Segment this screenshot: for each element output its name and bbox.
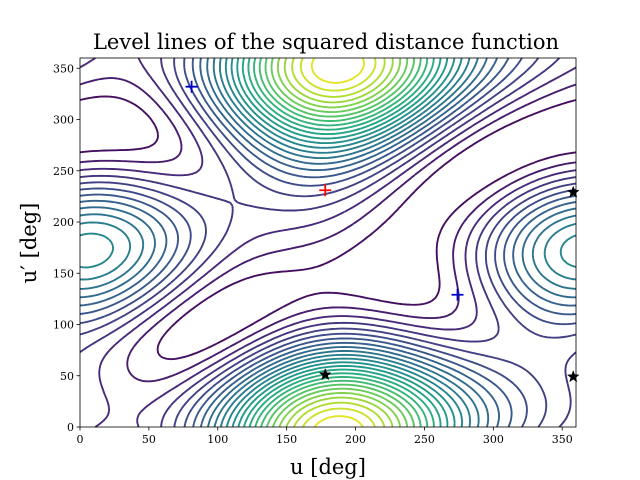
x-axis: 0 50 100 150 200 250 300 350: [77, 427, 573, 446]
level-line: [79, 57, 577, 428]
level-line: [258, 57, 422, 428]
level-line: [236, 57, 449, 428]
minimum-star-marker: [566, 185, 580, 198]
x-tick-label: 0: [77, 433, 84, 446]
level-line: [241, 57, 442, 428]
x-axis-label: u [deg]: [290, 455, 366, 479]
level-line: [253, 57, 429, 428]
saddle-plus-marker: [185, 80, 198, 93]
level-line: [79, 57, 577, 428]
y-tick-label: 350: [53, 62, 74, 75]
x-tick-label: 300: [483, 433, 504, 446]
level-line: [283, 57, 394, 428]
x-tick-label: 150: [276, 433, 297, 446]
level-line: [276, 57, 402, 428]
x-tick-label: 200: [345, 433, 366, 446]
y-axis-label: u′ [deg]: [17, 203, 41, 284]
y-tick-label: 200: [53, 216, 74, 229]
y-tick-label: 150: [53, 267, 74, 280]
x-tick-label: 50: [142, 433, 156, 446]
saddle-plus-marker: [451, 288, 464, 301]
y-tick-label: 0: [67, 421, 74, 434]
level-line: [79, 57, 577, 428]
level-line: [79, 57, 577, 428]
x-tick-label: 100: [207, 433, 228, 446]
level-line: [79, 57, 577, 428]
y-tick-label: 50: [60, 370, 74, 383]
level-line: [79, 57, 577, 428]
plot-frame: [79, 57, 577, 428]
level-line: [230, 57, 456, 428]
level-line: [79, 77, 577, 383]
level-line: [79, 95, 577, 361]
marker-set: [185, 80, 580, 383]
minimum-star-marker: [566, 370, 580, 383]
level-line: [310, 57, 366, 428]
y-tick-label: 300: [53, 114, 74, 127]
level-line: [270, 57, 409, 428]
contour-set: [79, 57, 577, 428]
y-tick-label: 100: [53, 319, 74, 332]
level-line: [291, 57, 386, 428]
level-line: [79, 57, 577, 428]
level-line: [79, 57, 577, 428]
level-line: [264, 57, 415, 428]
x-tick-label: 350: [552, 433, 573, 446]
level-line: [79, 57, 577, 428]
y-tick-label: 250: [53, 165, 74, 178]
maximum-plus-marker: [319, 184, 332, 197]
y-axis: 0 50 100 150 200 250 300 350: [53, 62, 80, 434]
minimum-star-marker: [318, 368, 332, 381]
level-line: [247, 57, 435, 428]
level-line: [79, 57, 577, 428]
x-tick-label: 250: [414, 433, 435, 446]
chart-title: Level lines of the squared distance func…: [93, 30, 559, 54]
